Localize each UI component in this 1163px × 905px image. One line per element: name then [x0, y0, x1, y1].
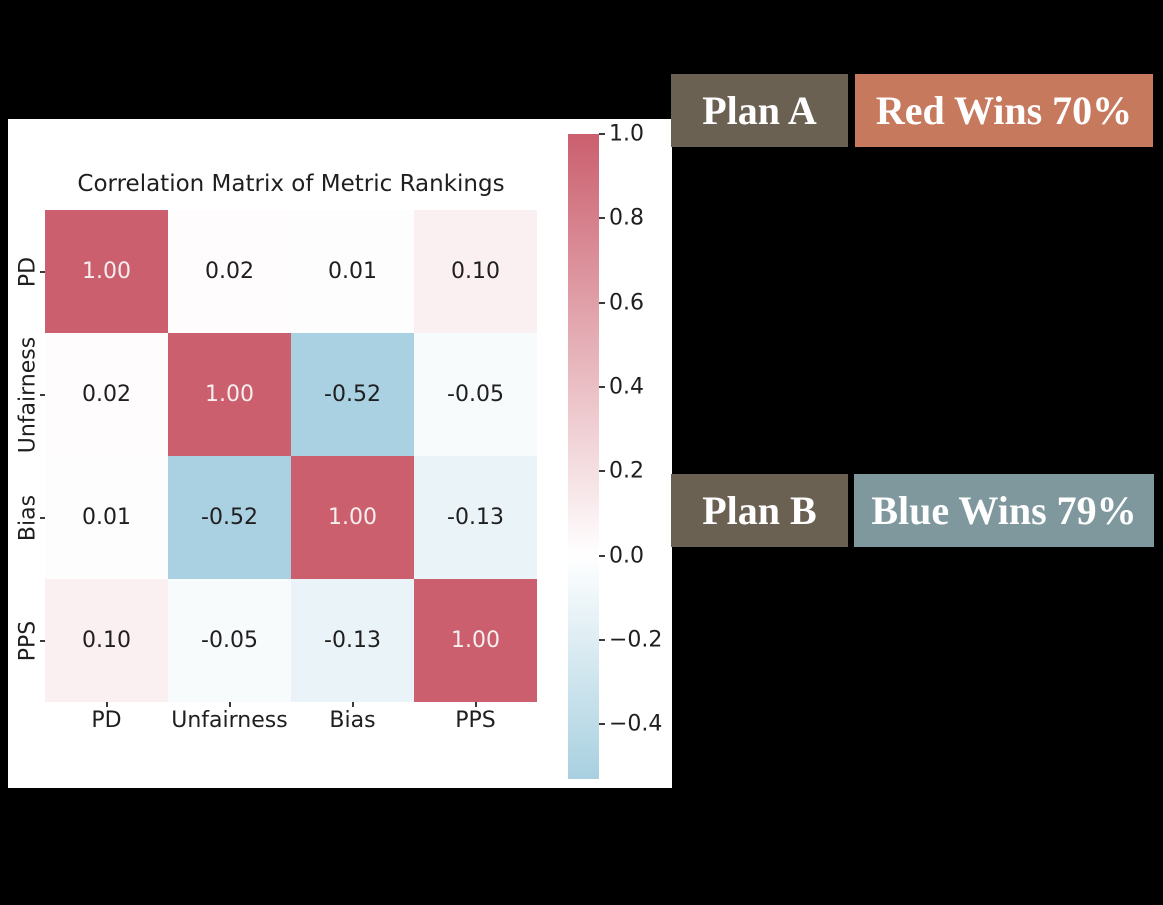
x-axis-tick	[351, 702, 354, 707]
y-axis-tick	[40, 393, 45, 396]
colorbar-tick-label: 0.4	[609, 374, 644, 400]
blue-wins-text: Blue Wins 79%	[871, 488, 1137, 533]
colorbar-tick-label: 1.0	[609, 121, 644, 147]
red-wins-text: Red Wins 70%	[875, 88, 1133, 133]
red-wins-badge: Red Wins 70%	[855, 74, 1153, 147]
colorbar-tick	[599, 301, 605, 304]
colorbar-tick-label: 0.8	[609, 205, 644, 231]
plan-a-label: Plan A	[671, 74, 848, 147]
colorbar-tick	[599, 470, 605, 473]
colorbar-tick	[599, 385, 605, 388]
heatmap-cell-PD-Unfairness: 0.02	[168, 210, 291, 333]
x-axis-label-PPS: PPS	[455, 708, 496, 733]
heatmap-cell-PPS-PPS: 1.00	[414, 579, 537, 702]
y-axis-label-Bias: Bias	[15, 494, 40, 541]
x-axis-label-Unfairness: Unfairness	[171, 708, 288, 733]
colorbar-tick-label: 0.6	[609, 290, 644, 316]
x-axis-label-PD: PD	[91, 708, 122, 733]
colorbar-tick-label: −0.2	[609, 627, 663, 653]
y-axis-tick	[40, 270, 45, 273]
heatmap-cell-Bias-Bias: 1.00	[291, 456, 414, 579]
heatmap-cell-Bias-PPS: -0.13	[414, 456, 537, 579]
plan-a-text: Plan A	[702, 88, 817, 133]
x-axis-tick	[228, 702, 231, 707]
heatmap-cell-Bias-PD: 0.01	[45, 456, 168, 579]
heatmap-cell-PPS-Unfairness: -0.05	[168, 579, 291, 702]
heatmap-cell-Bias-Unfairness: -0.52	[168, 456, 291, 579]
heatmap-cell-PD-PD: 1.00	[45, 210, 168, 333]
plan-b-label: Plan B	[671, 474, 848, 547]
heatmap-cell-Unfairness-Unfairness: 1.00	[168, 333, 291, 456]
heatmap-cell-Unfairness-PD: 0.02	[45, 333, 168, 456]
heatmap-cell-Unfairness-PPS: -0.05	[414, 333, 537, 456]
colorbar-tick	[599, 133, 605, 135]
heatmap-cell-PD-Bias: 0.01	[291, 210, 414, 333]
heatmap-cell-PPS-PD: 0.10	[45, 579, 168, 702]
plan-b-text: Plan B	[702, 488, 817, 533]
heatmap-cell-PD-PPS: 0.10	[414, 210, 537, 333]
heatmap-grid: 1.00 0.02 0.01 0.10 0.02 1.00 -0.52 -0.05 0.01 -0…	[45, 210, 537, 702]
colorbar-tick	[599, 723, 605, 726]
heatmap-cell-Unfairness-Bias: -0.52	[291, 333, 414, 456]
colorbar-tick	[599, 554, 605, 557]
x-axis-tick	[474, 702, 477, 707]
colorbar-tick-label: 0.0	[609, 543, 644, 569]
chart-title: Correlation Matrix of Metric Rankings	[77, 171, 505, 197]
y-axis-label-PPS: PPS	[15, 620, 40, 661]
colorbar-tick-label: −0.4	[609, 711, 663, 737]
heatmap-cell-PPS-Bias: -0.13	[291, 579, 414, 702]
colorbar-tick	[599, 217, 605, 220]
heatmap-panel: Correlation Matrix of Metric Rankings 1.…	[8, 119, 672, 788]
y-axis-label-PD: PD	[15, 256, 40, 287]
x-axis-tick	[105, 702, 108, 707]
y-axis-tick	[40, 639, 45, 642]
y-axis-tick	[40, 516, 45, 519]
blue-wins-badge: Blue Wins 79%	[854, 474, 1154, 547]
y-axis-label-Unfairness: Unfairness	[15, 336, 40, 453]
colorbar-tick	[599, 638, 605, 641]
x-axis-label-Bias: Bias	[329, 708, 376, 733]
colorbar	[568, 134, 599, 779]
colorbar-tick-label: 0.2	[609, 458, 644, 484]
